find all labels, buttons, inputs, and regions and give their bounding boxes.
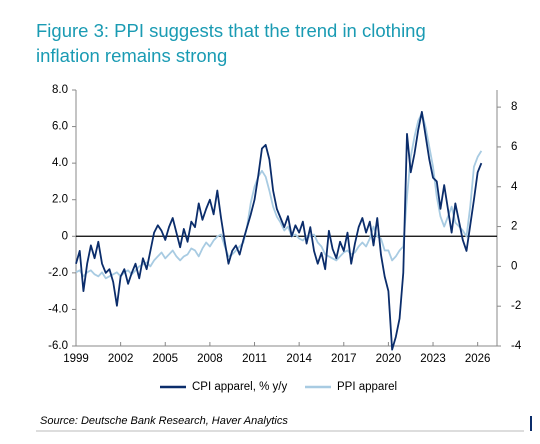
legend-label: CPI apparel, % y/y xyxy=(192,381,287,393)
y2-tick-label: 0 xyxy=(511,260,517,272)
source: Source: Deutsche Bank Research, Haver An… xyxy=(40,415,288,427)
y-tick-label: 0 xyxy=(62,230,68,242)
series-line xyxy=(75,112,483,280)
y-tick-label: 6.0 xyxy=(52,121,68,133)
y-tick-label: 8.0 xyxy=(52,84,68,96)
x-tick-label: 2002 xyxy=(108,353,134,365)
x-tick-label: 2014 xyxy=(286,353,312,365)
x-tick-label: 2017 xyxy=(331,353,357,365)
series-line xyxy=(75,111,483,351)
x-tick-label: 2011 xyxy=(242,353,267,365)
y2-tick-label: 4 xyxy=(511,181,518,193)
x-tick-label: 2023 xyxy=(420,353,446,365)
y2-tick-label: 8 xyxy=(511,101,517,113)
y2-tick-label: -4 xyxy=(511,340,522,352)
x-tick-label: 1999 xyxy=(63,353,89,365)
y-tick-label: -2.0 xyxy=(48,267,68,279)
y2-tick-label: 2 xyxy=(511,221,517,233)
y-tick-label: -6.0 xyxy=(48,340,68,352)
y2-tick-label: -2 xyxy=(511,300,521,312)
y-tick-label: -4.0 xyxy=(48,303,68,315)
x-tick-label: 2020 xyxy=(376,353,402,365)
y2-tick-label: 6 xyxy=(511,141,517,153)
x-tick-label: 2005 xyxy=(152,353,178,365)
y-tick-label: 4.0 xyxy=(52,157,68,169)
y-tick-label: 2.0 xyxy=(52,194,68,206)
chart-title: Figure 3: PPI suggests that the trend in… xyxy=(36,20,426,66)
legend-label: PPI apparel xyxy=(337,381,397,393)
x-tick-label: 2026 xyxy=(465,353,491,365)
x-tick-label: 2008 xyxy=(197,353,223,365)
